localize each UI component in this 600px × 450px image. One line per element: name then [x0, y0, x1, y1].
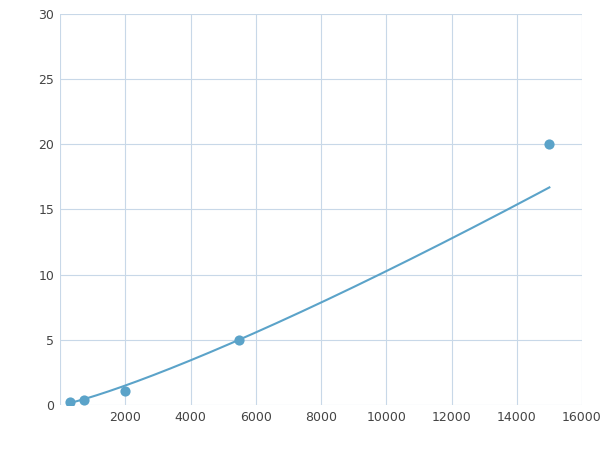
Point [545, 140, 554, 148]
Point [80, 396, 89, 403]
Point [65, 399, 74, 406]
Point [121, 387, 130, 394]
Point [235, 336, 244, 343]
